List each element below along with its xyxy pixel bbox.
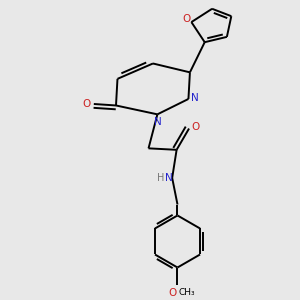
Text: CH₃: CH₃ — [178, 288, 195, 297]
Text: H: H — [157, 173, 165, 183]
Text: N: N — [154, 117, 161, 127]
Text: N: N — [191, 93, 199, 103]
Text: O: O — [182, 14, 190, 23]
Text: O: O — [191, 122, 200, 132]
Text: O: O — [168, 288, 176, 298]
Text: N: N — [165, 173, 173, 183]
Text: O: O — [82, 99, 91, 109]
